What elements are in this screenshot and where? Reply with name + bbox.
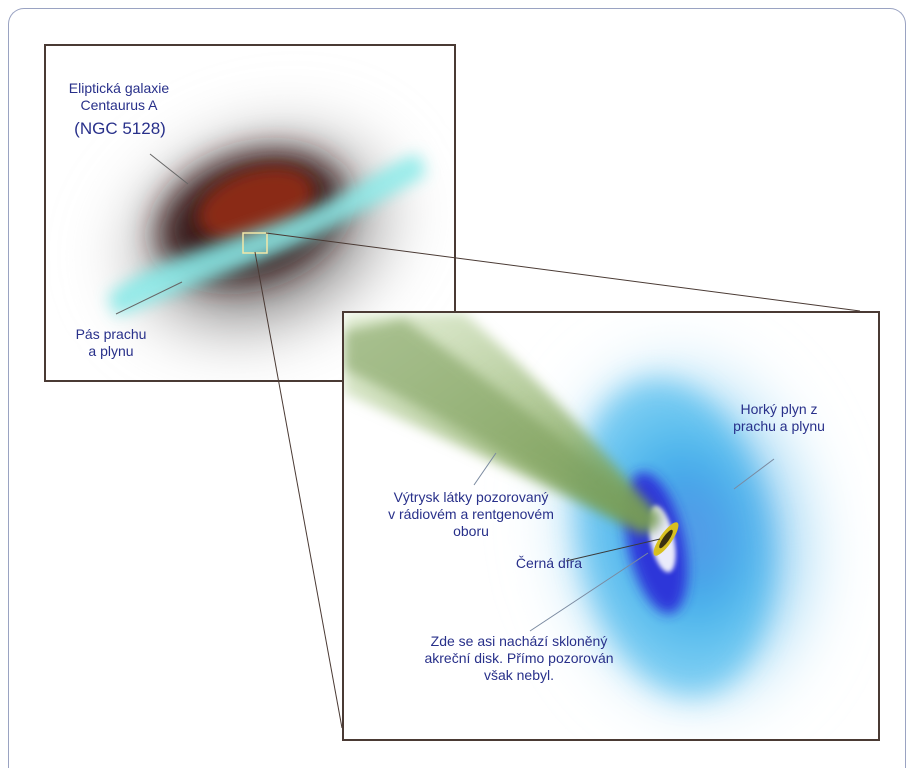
accretion-disk-label-line-2: akreční disk. Přímo pozorován — [424, 650, 614, 666]
jet-label-line-1: Výtrysk látky pozorovaný — [393, 489, 549, 505]
galaxy-title-line-2: Centaurus A — [80, 97, 158, 113]
dust-leader-line — [115, 281, 183, 315]
zoom-panel: Horký plyn z prachu a plynu Výtrysk látk… — [342, 311, 880, 741]
hot-gas-label-line-1: Horký plyn z — [740, 401, 818, 417]
jet-label-line-3: oboru — [453, 523, 489, 539]
accretion-disk-label: Zde se asi nachází skloněný akreční disk… — [404, 633, 634, 684]
hot-gas-label: Horký plyn z prachu a plynu — [714, 401, 844, 435]
jet-label: Výtrysk látky pozorovaný v rádiovém a re… — [366, 489, 576, 540]
jet-leader-line — [473, 452, 497, 486]
dust-lane-label-line-1: Pás prachu — [75, 326, 147, 342]
black-hole-label: Černá díra — [515, 555, 583, 571]
galaxy-title: Eliptická galaxie Centaurus A — [64, 80, 174, 114]
hot-gas-leader-line — [733, 458, 775, 490]
galaxy-title-line-1: Eliptická galaxie — [68, 80, 170, 96]
galaxy-designation: (NGC 5128) — [74, 119, 166, 138]
jet-label-line-2: v rádiovém a rentgenovém — [388, 506, 554, 522]
core-illustration — [344, 313, 841, 737]
black-hole-leader-line — [565, 538, 661, 562]
dust-lane-label: Pás prachu a plynu — [66, 326, 156, 360]
dust-lane-label-line-2: a plynu — [88, 343, 134, 359]
disk-leader-line — [529, 552, 649, 632]
accretion-disk-label-line-1: Zde se asi nachází skloněný — [430, 633, 608, 649]
title-leader-line — [149, 153, 189, 185]
accretion-disk-label-line-3: však nebyl. — [483, 667, 555, 683]
dust-lane-highlight — [124, 165, 416, 303]
jet-core — [344, 319, 660, 531]
black-hole — [659, 529, 673, 549]
hot-gas-label-line-2: prachu a plynu — [733, 418, 825, 434]
